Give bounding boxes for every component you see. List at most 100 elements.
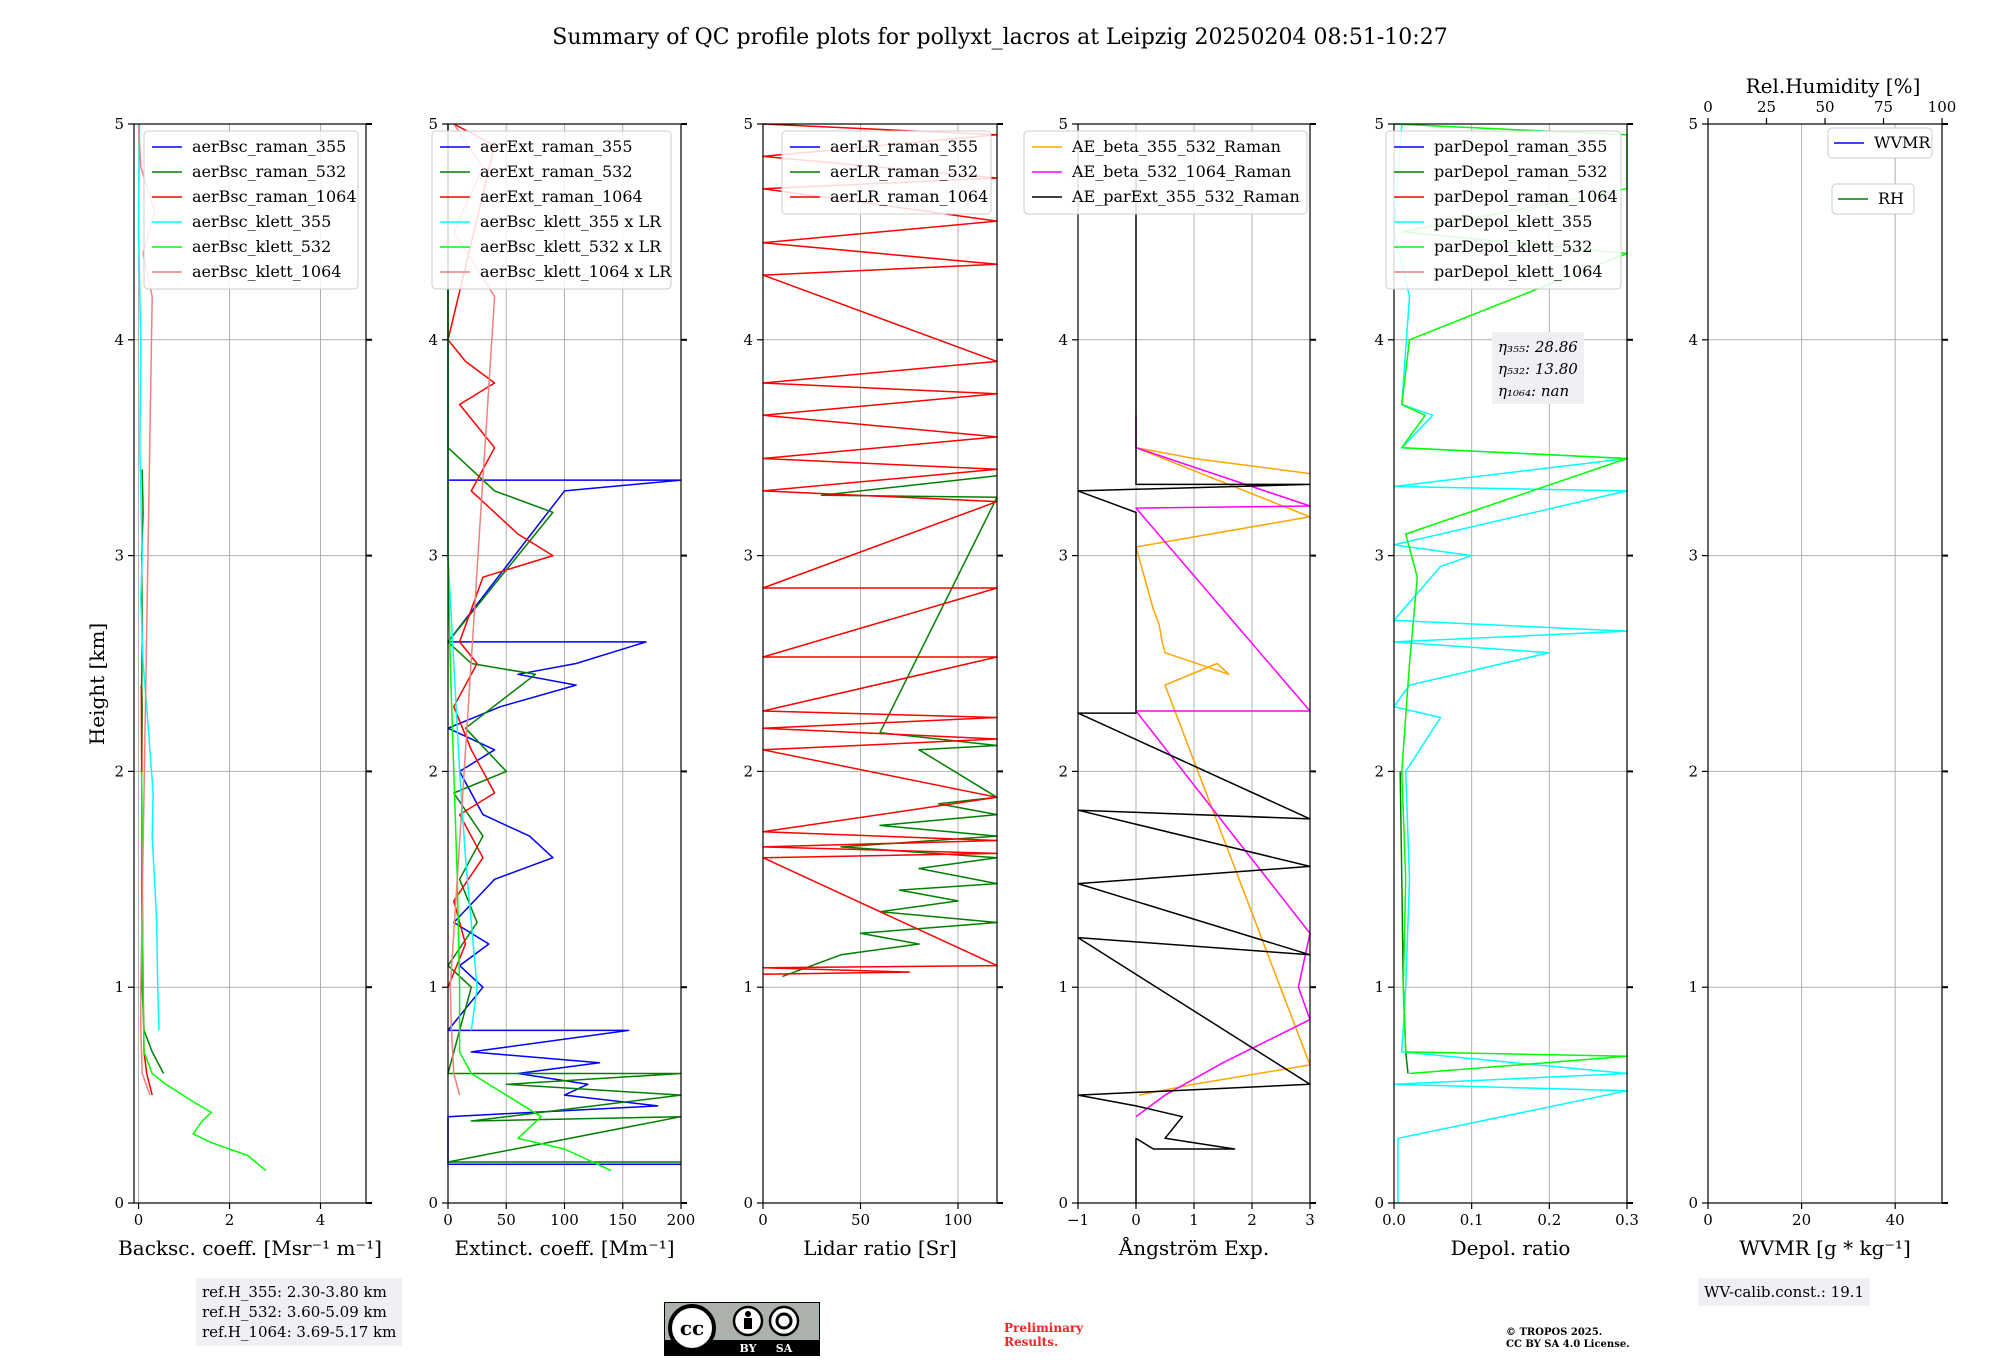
x-tick-label: 40 [1886, 1211, 1905, 1229]
y-tick-label: 4 [428, 331, 438, 349]
x-axis-label: WVMR [g * kg⁻¹] [1739, 1236, 1911, 1260]
top-x-axis-label: Rel.Humidity [%] [1746, 74, 1921, 98]
axes-frame [133, 123, 367, 1204]
legend-label-aerext-raman-355: aerExt_raman_355 [480, 137, 633, 156]
series-line-aerbsc-klett-532-x-lr [447, 231, 612, 1172]
legend-frame [781, 130, 992, 215]
ref-height-355: ref.H_355: 2.30-3.80 km [202, 1283, 387, 1301]
x-tick-label: 0.0 [1382, 1211, 1406, 1229]
x-tick-label: 0.2 [1537, 1211, 1561, 1229]
svg-text:cc: cc [680, 1316, 704, 1340]
y-tick-label: 2 [428, 762, 438, 780]
legend-label-pardepol-raman-532: parDepol_raman_532 [1434, 162, 1607, 181]
legend-label-pardepol-raman-1064: parDepol_raman_1064 [1434, 187, 1618, 206]
legend-frame [1831, 183, 1915, 215]
top-x-tick-label: 0 [1703, 98, 1713, 116]
legend-label-aerbsc-klett-355-x-lr: aerBsc_klett_355 x LR [480, 212, 662, 231]
ref-height-1064: ref.H_1064: 3.69-5.17 km [202, 1323, 397, 1341]
series-line-aerbsc-klett-355-x-lr [447, 339, 478, 1031]
legend-wvmr: WVMR [1827, 127, 1933, 159]
top-x-tick-label: 50 [1815, 98, 1834, 116]
series-line-aerext-raman-1064 [447, 123, 554, 988]
axes-frame [1707, 123, 1943, 1204]
y-tick-label: 5 [114, 115, 124, 133]
x-tick-label: 200 [667, 1211, 696, 1229]
legend-label-aerbsc-klett-532: aerBsc_klett_532 [192, 237, 331, 256]
legend-label-aerbsc-raman-355: aerBsc_raman_355 [192, 137, 346, 156]
wv-calibration-text: WV-calib.const.: 19.1 [1704, 1283, 1865, 1301]
y-tick-label: 3 [114, 547, 124, 565]
x-tick-label: 3 [1305, 1211, 1315, 1229]
legend-label-wvmr: WVMR [1874, 133, 1931, 152]
x-axis-label: Ångström Exp. [1118, 1235, 1269, 1260]
legend-label-rh: RH [1878, 189, 1904, 208]
x-tick-label: 50 [497, 1211, 516, 1229]
y-tick-label: 3 [1058, 547, 1068, 565]
y-tick-label: 1 [114, 978, 124, 996]
legend-label-ae-parext-355-532-raman: AE_parExt_355_532_Raman [1071, 187, 1300, 206]
legend-frame [1827, 127, 1933, 159]
svg-text:BY: BY [740, 1342, 757, 1355]
panel-1: 0 2 4 0 1 2 3 4 5 Backsc. coeff. [Msr⁻¹ m⁻¹] aerBs… [114, 115, 381, 1260]
y-tick-label: 0 [428, 1194, 438, 1212]
legend-frame [431, 130, 672, 290]
legend: aerBsc_raman_355 aerBsc_raman_532 aerBsc_r… [143, 130, 359, 290]
legend-label-aerlr-raman-532: aerLR_raman_532 [830, 162, 978, 181]
x-tick-label: 100 [944, 1211, 973, 1229]
preliminary-results-note: Preliminary Results. [1004, 1321, 1084, 1349]
x-tick-label: 0 [134, 1211, 144, 1229]
legend-label-aerext-raman-532: aerExt_raman_532 [480, 162, 633, 181]
y-tick-label: 3 [428, 547, 438, 565]
series-line-aerext-raman-355 [447, 479, 682, 1165]
legend-label-ae-beta-355-532-raman: AE_beta_355_532_Raman [1071, 137, 1281, 156]
x-tick-label: 0 [758, 1211, 768, 1229]
axes-frame [1393, 123, 1628, 1204]
y-tick-label: 2 [114, 762, 124, 780]
reference-heights-box: ref.H_355: 2.30-3.80 km ref.H_532: 3.60-… [196, 1278, 403, 1346]
y-tick-label: 1 [1058, 978, 1068, 996]
y-tick-label: 0 [1058, 1194, 1068, 1212]
y-tick-label: 3 [743, 547, 753, 565]
y-tick-label: 0 [1374, 1194, 1384, 1212]
legend-label-aerbsc-raman-1064: aerBsc_raman_1064 [192, 187, 357, 206]
cc-by-sa-license-badge: cc BY SA [664, 1302, 820, 1356]
legend-label-aerbsc-klett-1064: aerBsc_klett_1064 [192, 262, 341, 281]
copyright-notice: © TROPOS 2025. CC BY SA 4.0 License. [1506, 1327, 1630, 1350]
y-tick-label: 5 [428, 115, 438, 133]
y-tick-label: 2 [743, 762, 753, 780]
x-tick-label: 2 [1247, 1211, 1257, 1229]
legend: parDepol_raman_355 parDepol_raman_532 parD… [1385, 130, 1622, 290]
y-tick-label: 5 [1374, 115, 1384, 133]
x-axis-label: Lidar ratio [Sr] [803, 1236, 957, 1260]
x-tick-label: 2 [225, 1211, 235, 1229]
legend-frame [143, 130, 359, 290]
y-tick-label: 4 [114, 331, 124, 349]
y-axis-label: Height [km] [85, 623, 109, 745]
x-tick-label: 0 [1703, 1211, 1713, 1229]
y-tick-label: 0 [114, 1194, 124, 1212]
y-tick-label: 5 [1058, 115, 1068, 133]
y-tick-label: 4 [1058, 331, 1068, 349]
y-tick-label: 1 [428, 978, 438, 996]
legend: AE_beta_355_532_Raman AE_beta_532_1064_Ra… [1023, 130, 1308, 215]
share-alike-icon [768, 1305, 800, 1337]
legend-label-aerbsc-klett-1064-x-lr: aerBsc_klett_1064 x LR [480, 262, 672, 281]
legend-label-aerbsc-raman-532: aerBsc_raman_532 [192, 162, 346, 181]
legend-label-pardepol-raman-355: parDepol_raman_355 [1434, 137, 1607, 156]
series-line-ae-parext-355-532-raman [1077, 167, 1311, 1203]
y-tick-label: 5 [1688, 115, 1698, 133]
x-axis-label: Extinct. coeff. [Mm⁻¹] [454, 1236, 674, 1260]
legend-rh: RH [1831, 183, 1915, 215]
x-tick-label: 0 [443, 1211, 453, 1229]
x-tick-label: 50 [851, 1211, 870, 1229]
ref-height-532: ref.H_532: 3.60-5.09 km [202, 1303, 387, 1321]
x-tick-label: 1 [1189, 1211, 1199, 1229]
legend-label-aerext-raman-1064: aerExt_raman_1064 [480, 187, 643, 206]
y-tick-label: 1 [1688, 978, 1698, 996]
series-line-aerbsc-klett-532 [140, 771, 267, 1172]
y-tick-label: 4 [1688, 331, 1698, 349]
top-x-tick-label: 75 [1874, 98, 1893, 116]
legend-label-aerlr-raman-355: aerLR_raman_355 [830, 137, 978, 156]
legend-label-aerbsc-klett-355: aerBsc_klett_355 [192, 212, 331, 231]
